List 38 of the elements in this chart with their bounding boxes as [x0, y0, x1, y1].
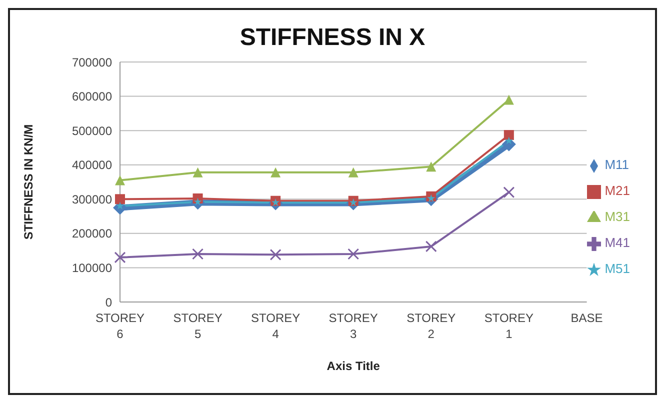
y-tick-label: 400000: [72, 158, 112, 172]
point: [270, 248, 282, 260]
legend-label: M51: [604, 261, 630, 276]
x-tick-label: STOREY 4: [251, 311, 300, 341]
x-axis-title: Axis Title: [326, 359, 380, 373]
point: [192, 248, 204, 260]
x-tick-label: STOREY 3: [328, 311, 378, 341]
point: [270, 167, 281, 178]
point: [192, 167, 203, 178]
y-tick-label: 600000: [72, 90, 112, 104]
point: [503, 186, 515, 198]
x-tick-label: STOREY 2: [406, 311, 456, 341]
legend-label: M11: [604, 157, 630, 172]
point: [348, 248, 360, 260]
y-tick-label: 700000: [72, 55, 112, 70]
y-tick-label: 300000: [72, 192, 112, 206]
point: [115, 194, 125, 204]
point: [504, 130, 514, 140]
y-tick-label: 100000: [72, 260, 112, 275]
legend-label: M31: [604, 209, 630, 224]
point: [114, 252, 126, 264]
y-axis-title: STIFFNESS IN KN/M: [21, 124, 36, 240]
x-tick-label: STOREY 1: [484, 311, 534, 341]
x-tick-label: BASE: [570, 311, 603, 325]
legend-label: M21: [604, 183, 630, 198]
point: [504, 94, 514, 105]
y-tick-label: 500000: [72, 124, 112, 138]
y-tick-label: 200000: [72, 226, 112, 241]
x-tick-label: STOREY 5: [173, 311, 222, 341]
legend-label: M41: [604, 235, 630, 250]
point: [426, 162, 436, 172]
x-tick-label: STOREY 6: [95, 311, 145, 341]
point: [425, 240, 437, 252]
point: [348, 167, 358, 178]
y-tick-label: 0: [105, 295, 112, 310]
chart-title: STIFFNESS IN X: [238, 24, 426, 52]
point: [504, 136, 513, 144]
point: [115, 175, 125, 186]
